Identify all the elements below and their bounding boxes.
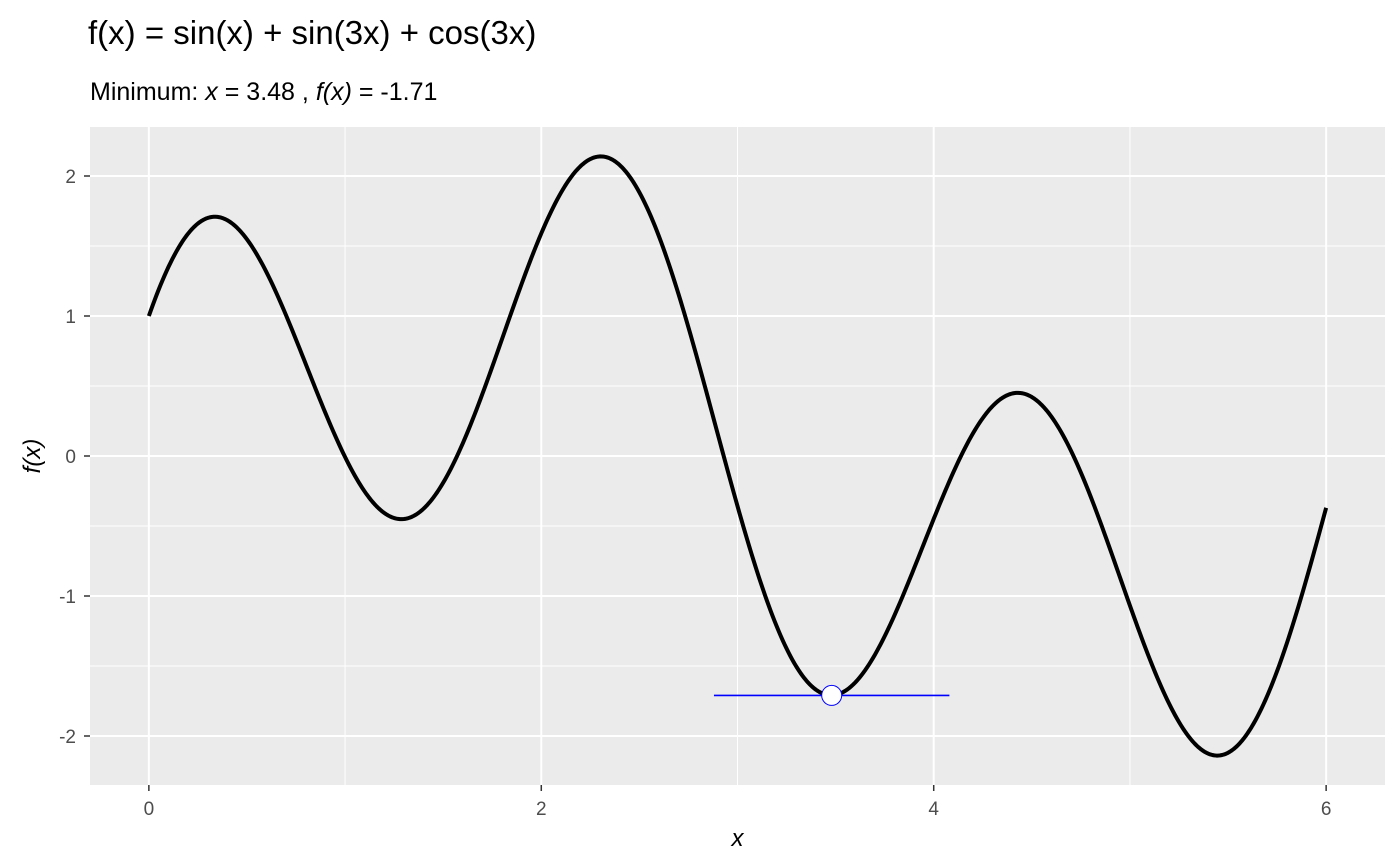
minimum-point (821, 684, 843, 706)
chart-subtitle: Minimum: x = 3.48 , f(x) = -1.71 (90, 78, 437, 107)
y-tick-label: 1 (65, 307, 76, 328)
y-axis-title: f(x) (19, 439, 46, 474)
chart-title: f(x) = sin(x) + sin(3x) + cos(3x) (88, 14, 537, 51)
subtitle-x-symbol: x (205, 78, 218, 106)
x-tick-label: 2 (536, 799, 547, 820)
tick-labels: 0 2 4 6 -2 -1 0 1 2 (59, 167, 1331, 820)
function-curve (146, 154, 1329, 758)
axis-ticks (84, 175, 1327, 791)
major-grid (90, 127, 1385, 785)
x-tick-label: 4 (928, 799, 939, 820)
y-tick-label: 2 (65, 167, 76, 188)
x-tick-label: 0 (144, 799, 155, 820)
x-tick-label: 6 (1321, 799, 1332, 820)
subtitle-x-value: = 3.48 , (224, 78, 309, 106)
subtitle-prefix: Minimum: (90, 78, 199, 106)
y-tick-label: -2 (59, 727, 76, 748)
y-tick-label: 0 (65, 447, 76, 468)
y-tick-label: -1 (59, 587, 76, 608)
subtitle-fx-value: = -1.71 (358, 78, 438, 106)
x-axis-title: x (731, 825, 745, 852)
subtitle-fx-symbol: f(x) (315, 78, 352, 106)
